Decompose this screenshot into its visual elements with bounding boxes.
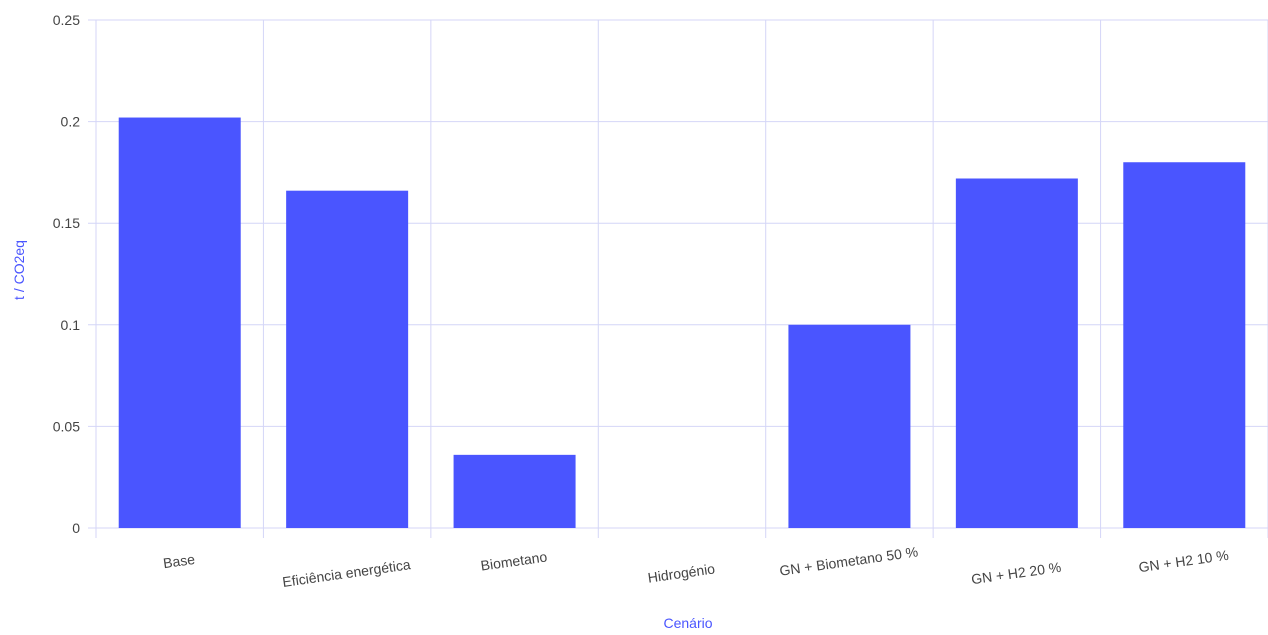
bar [453, 454, 576, 528]
x-tick-labels: Base Eficiência energética Biometano Hidrog… [162, 543, 1229, 590]
x-tick-label: Biometano [480, 548, 549, 573]
y-tick-label: 0.1 [61, 317, 81, 333]
x-tick-label: Base [162, 551, 196, 571]
bar [955, 178, 1078, 528]
bar [1123, 162, 1246, 529]
x-tick-label: GN + H2 10 % [1138, 547, 1230, 575]
grid [88, 19, 1268, 538]
y-tick-label: 0.2 [61, 114, 81, 130]
bar [118, 117, 241, 528]
x-tick-label: GN + Biometano 50 % [778, 543, 919, 578]
y-tick-label: 0 [72, 520, 80, 536]
y-axis-title: t / CO2eq [11, 240, 27, 300]
y-tick-label: 0.15 [53, 215, 80, 231]
x-tick-label: GN + H2 20 % [970, 559, 1062, 587]
y-tick-labels: 0 0.05 0.1 0.15 0.2 0.25 [53, 12, 80, 536]
bar [286, 190, 409, 529]
y-tick-label: 0.05 [53, 418, 80, 434]
bar [788, 324, 911, 528]
y-tick-label: 0.25 [53, 12, 80, 28]
bars [118, 117, 1246, 529]
x-axis-title: Cenário [663, 615, 712, 631]
x-tick-label: Hidrogénio [647, 560, 716, 585]
x-tick-label: Eficiência energética [281, 556, 411, 590]
